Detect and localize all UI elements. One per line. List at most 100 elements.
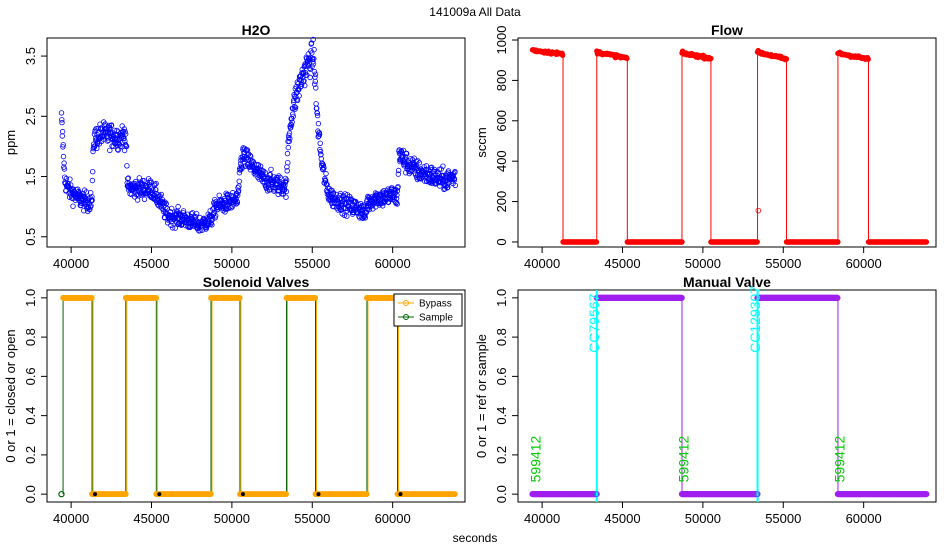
h2o-point [249,157,255,164]
flow-point [923,239,930,245]
solenoid-legend: Bypass Sample [393,293,463,327]
h2o-point [233,201,239,207]
h2o-point [437,178,443,185]
manual-annotation-label: 599412 [831,435,847,482]
h2o-point [285,159,291,166]
h2o-point [315,120,322,127]
h2o-point [250,159,256,165]
h2o-point [344,213,350,219]
h2o-point [172,225,178,231]
manual-vline-marker [593,491,600,498]
sample-marker [157,492,162,497]
h2o-point [288,124,294,131]
h2o-point [112,141,118,147]
bypass-point [451,491,458,497]
manual-vline-marker [754,491,761,498]
h2o-point [61,160,67,166]
solenoid-ylabel: 0 or 1 = closed or open [3,329,18,462]
h2o-point [88,197,95,204]
solenoid-y-tick-label: 0.2 [23,446,38,464]
solenoid-plot-frame [46,289,466,503]
flow-y-tick-label: 1000 [494,26,509,55]
h2o-point [212,196,218,203]
h2o-point [310,58,316,65]
h2o-point [268,166,274,173]
h2o-point [452,168,458,175]
h2o-point [228,205,234,211]
sample-marker [398,492,403,497]
h2o-point [60,142,66,148]
h2o-point [314,110,320,116]
flow-y-tick-label: 200 [494,191,509,213]
h2o-point [366,206,373,213]
h2o-point [87,206,93,213]
h2o-point [141,196,148,202]
bypass-point [363,491,370,497]
h2o-point [274,174,281,181]
h2o-point [115,147,121,153]
h2o-title: H2O [242,22,271,38]
h2o-point [174,208,181,215]
h2o-point [247,152,253,159]
manual-y-tick-label: 0.0 [494,485,509,503]
manual-y-tick-label: 0.4 [494,407,509,425]
h2o-y-tick-label: 2.5 [23,107,38,125]
h2o-point [239,164,245,171]
flow-y-tick-label: 0 [494,238,509,245]
h2o-point [286,138,292,145]
flow-y-tick-label: 400 [494,150,509,172]
h2o-point [60,153,67,160]
flow-x-tick-label: 60000 [846,256,882,271]
h2o-point [175,203,181,210]
solenoid-y-tick-label: 0.0 [23,485,38,503]
bypass-point [312,294,319,301]
h2o-point [234,192,241,199]
h2o-point [323,170,329,177]
h2o-point [310,36,316,43]
h2o-x-tick-label: 60000 [375,256,411,271]
h2o-point [168,205,175,212]
legend-label-sample: Sample [419,313,453,324]
h2o-point [393,195,400,202]
h2o-point [321,165,327,171]
h2o-x-tick-label: 55000 [294,256,330,271]
h2o-panel: H2O 40000 45000 50000 55000 60000 0.5 1.5 2.5 3.5… [3,22,466,271]
h2o-point [311,68,318,75]
manual-series: CC79567 CC129307 599412 599412 599412 [528,286,930,502]
h2o-point [402,154,409,160]
solenoid-x-tick-label: 40000 [53,511,89,526]
manual-x-tick-label: 40000 [524,511,560,526]
solenoid-y-tick-label: 1.0 [23,289,38,307]
h2o-point [108,122,115,128]
h2o-point [320,162,327,169]
h2o-point [89,194,95,200]
solenoid-y-tick-label: 0.8 [23,328,38,346]
h2o-point [287,135,293,142]
h2o-point [324,181,330,188]
h2o-point [105,124,111,130]
h2o-point [402,156,408,163]
h2o-point [283,188,289,195]
flow-y-tick-label: 600 [494,110,509,132]
manual-plot-frame [517,289,937,503]
manual-title: Manual Valve [683,274,771,290]
h2o-point [416,160,423,166]
h2o-point [59,117,65,123]
manual-valve-panel: Manual Valve 40000 45000 50000 55000 60000 0.0… [474,274,937,526]
h2o-point [59,133,65,139]
h2o-point [63,175,70,182]
h2o-point [283,194,289,200]
h2o-point [395,183,401,190]
manual-annotation-label: 599412 [528,435,544,482]
flow-points [529,46,930,245]
h2o-point [60,144,66,150]
h2o-point [312,81,318,87]
h2o-point [400,147,407,154]
h2o-point [294,96,300,103]
flow-plot-frame [517,37,937,248]
h2o-point [284,150,291,157]
h2o-ylabel: ppm [3,130,18,155]
h2o-point [61,166,68,172]
sample-point [58,490,65,498]
